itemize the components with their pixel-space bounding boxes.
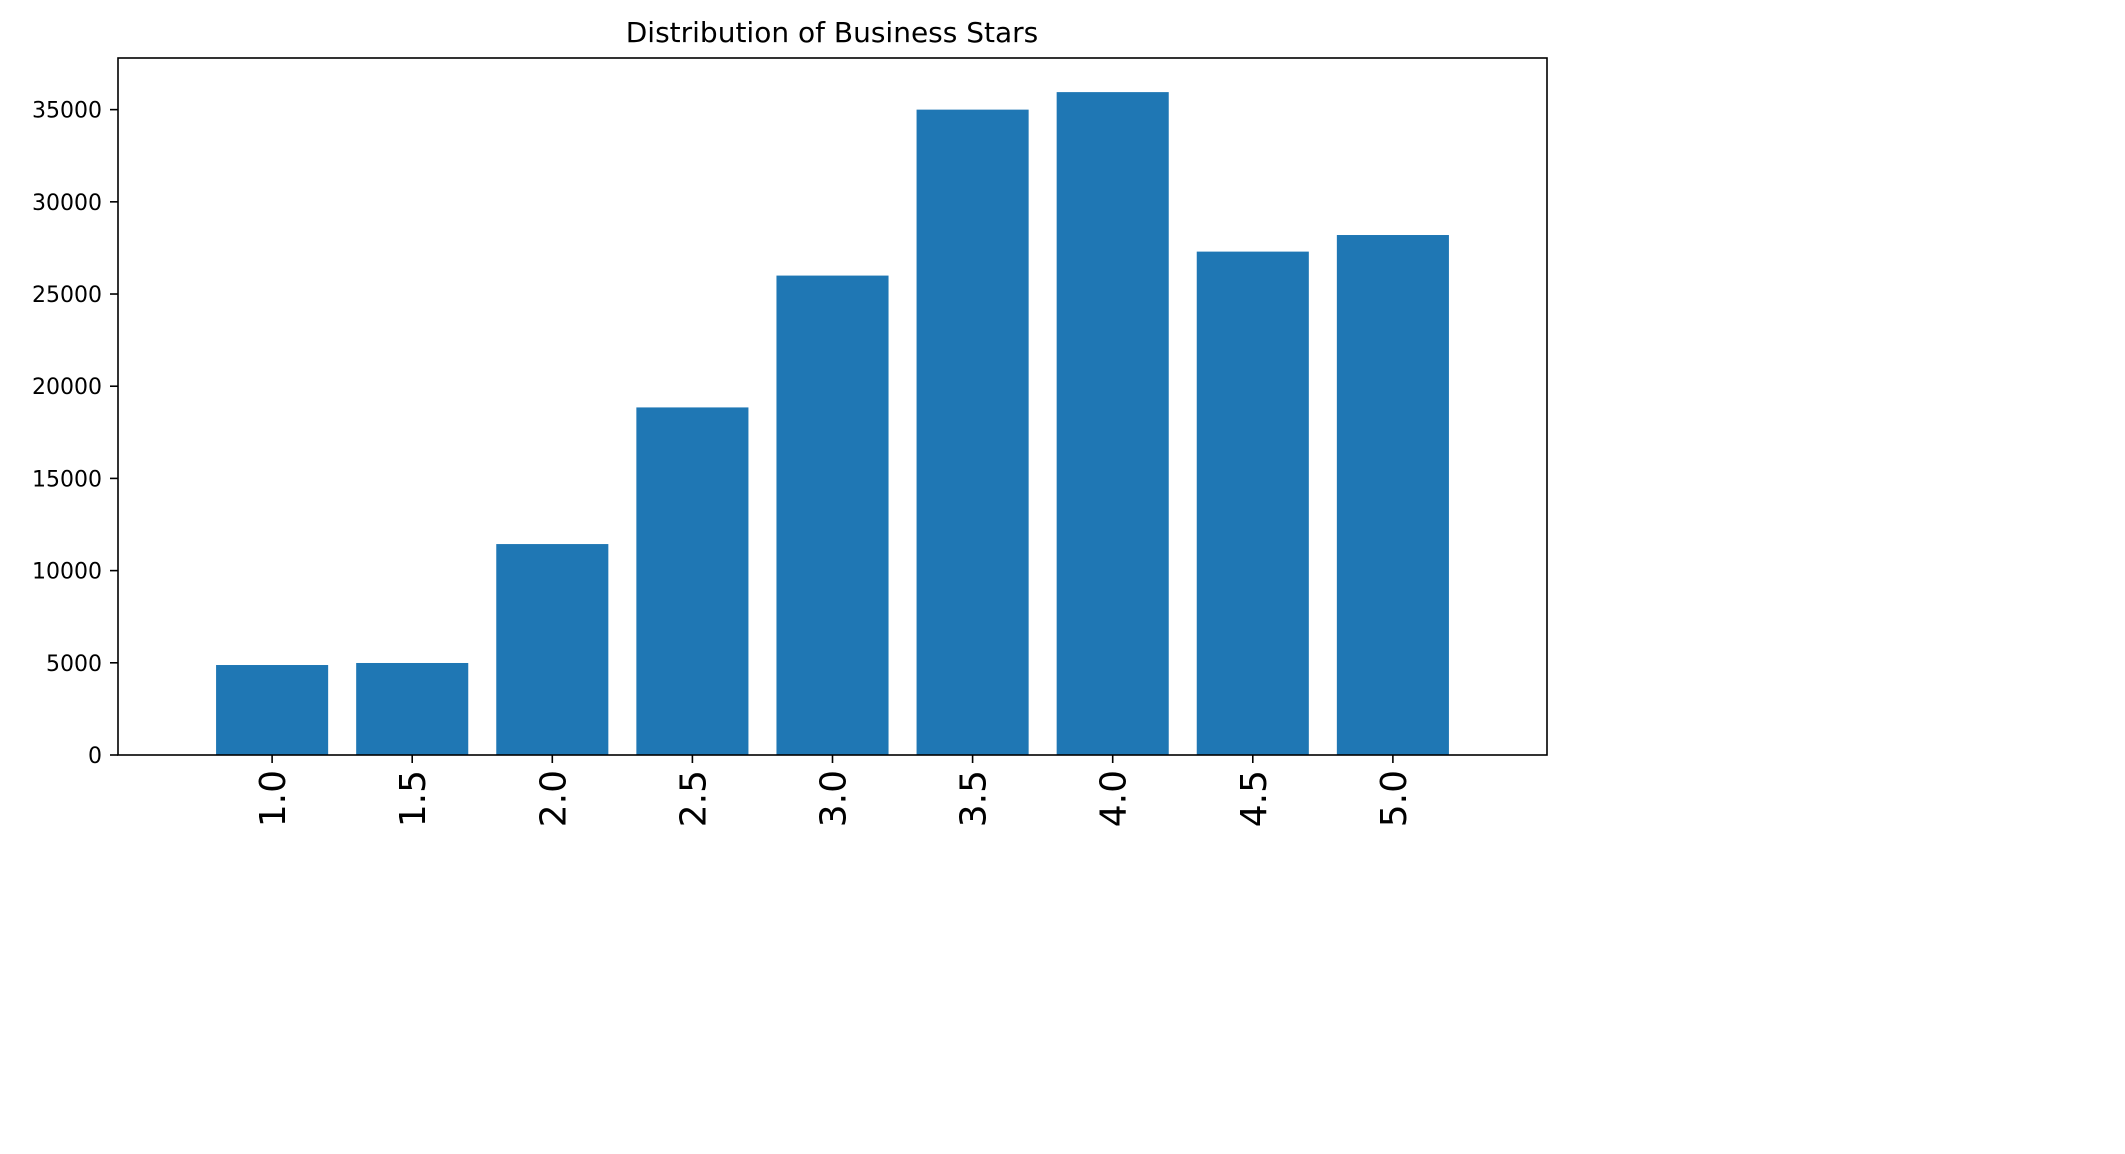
y-axis: 0 5000 10000 15000 20000 25000 30000 35000 bbox=[32, 99, 118, 769]
x-tick-label: 4.5 bbox=[1234, 770, 1275, 827]
y-tick-label: 35000 bbox=[32, 99, 102, 124]
x-tick-label: 3.5 bbox=[954, 770, 995, 827]
bar-5.0 bbox=[1336, 235, 1449, 755]
bar-1.5 bbox=[356, 662, 469, 755]
bar-1.0 bbox=[216, 665, 329, 755]
bar-4.5 bbox=[1196, 251, 1309, 756]
bar-3.0 bbox=[776, 275, 889, 755]
y-tick-label: 5000 bbox=[46, 652, 102, 677]
x-axis: 1.0 1.5 2.0 2.5 3.0 3.5 4.0 4.5 5.0 bbox=[253, 755, 1415, 827]
y-tick-label: 0 bbox=[88, 744, 102, 769]
x-tick-label: 4.0 bbox=[1094, 770, 1135, 827]
chart: Distribution of Business Stars 0 5000 1000… bbox=[32, 16, 1548, 828]
chart-title: Distribution of Business Stars bbox=[626, 16, 1039, 49]
x-tick-label: 1.0 bbox=[253, 770, 294, 827]
y-tick-label: 30000 bbox=[32, 191, 102, 216]
y-tick-label: 20000 bbox=[32, 375, 102, 400]
bar-3.5 bbox=[916, 109, 1029, 755]
x-tick-label: 2.5 bbox=[673, 770, 714, 827]
x-tick-label: 5.0 bbox=[1374, 770, 1415, 827]
bars-group bbox=[216, 92, 1449, 756]
bar-4.0 bbox=[1056, 92, 1169, 756]
x-tick-label: 3.0 bbox=[814, 770, 855, 827]
y-tick-label: 15000 bbox=[32, 467, 102, 492]
plot-frame bbox=[117, 57, 1548, 756]
bar-2.5 bbox=[636, 407, 749, 755]
bar-2.0 bbox=[496, 544, 609, 755]
x-tick-label: 1.5 bbox=[393, 770, 434, 827]
x-tick-label: 2.0 bbox=[533, 770, 574, 827]
y-tick-label: 10000 bbox=[32, 560, 102, 585]
y-tick-label: 25000 bbox=[32, 283, 102, 308]
